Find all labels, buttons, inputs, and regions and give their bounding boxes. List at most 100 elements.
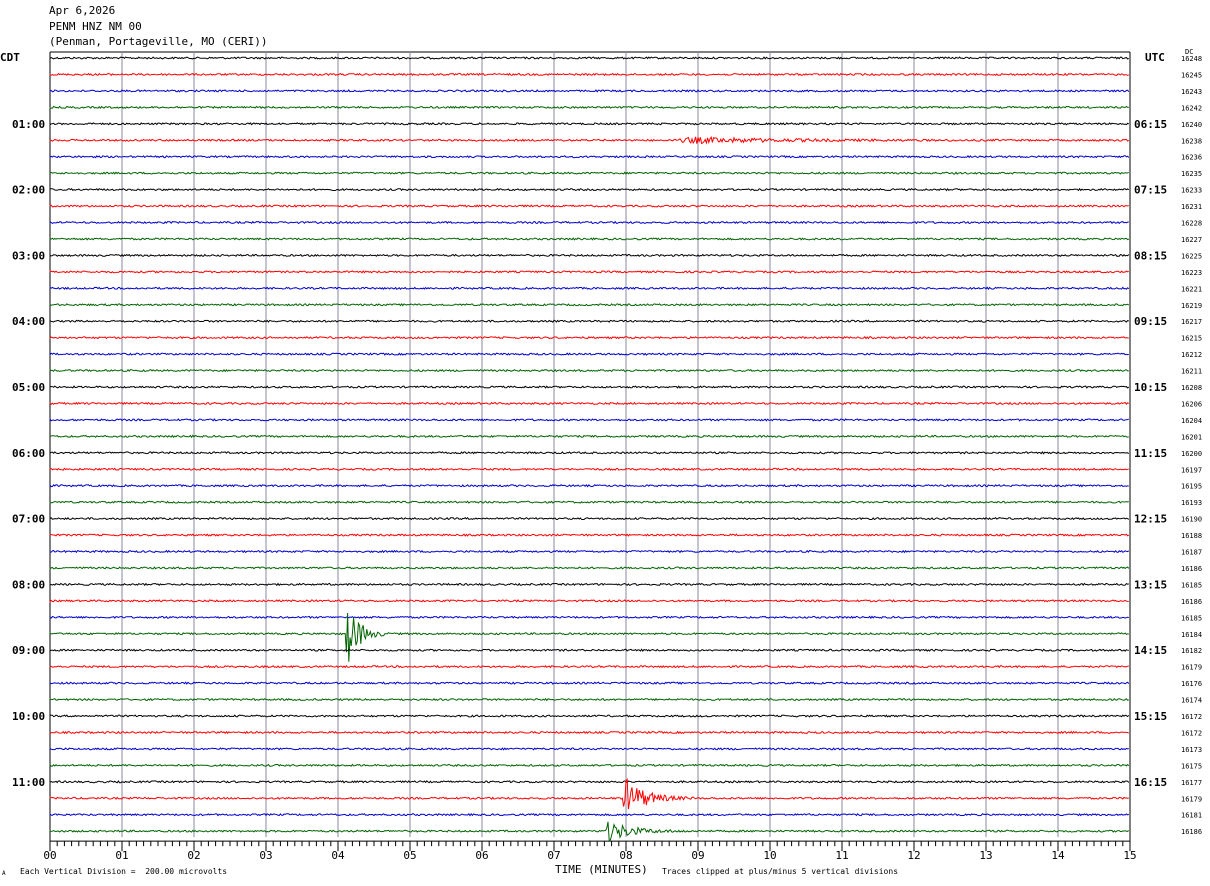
trace-10 <box>49 220 1129 225</box>
left-time-label: 10:00 <box>12 710 45 723</box>
trace-39 <box>49 697 1129 702</box>
x-tick-label: 02 <box>187 849 200 862</box>
dc-offset-label: 16195 <box>1181 483 1202 491</box>
dc-offset-label: 16179 <box>1181 664 1202 672</box>
dc-offset-label: 16186 <box>1181 565 1202 573</box>
dc-offset-label: 16240 <box>1181 121 1202 129</box>
trace-43 <box>49 763 1130 768</box>
right-time-label: 09:15 <box>1134 315 1167 328</box>
dc-offset-label: 16219 <box>1181 302 1202 310</box>
trace-15 <box>49 303 1130 307</box>
trace-27 <box>49 500 1129 504</box>
dc-offset-label: 16242 <box>1181 104 1202 112</box>
dc-offset-label: 16243 <box>1181 88 1202 96</box>
trace-45 <box>49 778 1129 810</box>
x-tick-label: 05 <box>403 849 416 862</box>
trace-36 <box>49 648 1129 653</box>
trace-38 <box>49 681 1130 685</box>
trace-5 <box>49 136 1129 145</box>
trace-29 <box>49 533 1130 537</box>
trace-9 <box>49 204 1129 208</box>
dc-offset-label: 16181 <box>1181 812 1202 820</box>
dc-offset-label: 16186 <box>1181 828 1202 836</box>
trace-21 <box>49 401 1130 406</box>
dc-offset-label: 16225 <box>1181 252 1202 260</box>
right-time-label: 12:15 <box>1134 513 1167 526</box>
trace-4 <box>49 122 1130 126</box>
x-tick-label: 04 <box>331 849 345 862</box>
grid <box>49 51 1131 852</box>
left-time-label: 06:00 <box>12 447 45 460</box>
trace-33 <box>49 599 1129 603</box>
left-time-label: 08:00 <box>12 578 45 591</box>
dc-offset-label: 16208 <box>1181 384 1202 392</box>
right-time-label: 11:15 <box>1134 447 1167 460</box>
dc-offset-label: 16175 <box>1181 762 1202 770</box>
trace-22 <box>49 417 1129 422</box>
x-tick-label: 06 <box>475 849 488 862</box>
trace-18 <box>49 352 1129 356</box>
dc-offset-label: 16211 <box>1181 368 1202 376</box>
x-tick-label: 12 <box>907 849 920 862</box>
left-time-label: 02:00 <box>12 184 45 197</box>
header-location: (Penman, Portageville, MO (CERI)) <box>49 35 268 48</box>
trace-0 <box>49 56 1129 60</box>
trace-40 <box>49 714 1130 718</box>
dc-offset-label: 16238 <box>1181 137 1202 145</box>
x-tick-label: 13 <box>979 849 992 862</box>
dc-offset-label: 16233 <box>1181 187 1202 195</box>
trace-11 <box>49 237 1130 241</box>
trace-17 <box>49 335 1129 340</box>
dc-offset-label: 16215 <box>1181 335 1202 343</box>
left-time-label: 11:00 <box>12 776 45 789</box>
trace-35 <box>49 612 1129 662</box>
trace-47 <box>49 821 1130 842</box>
dc-offset-label: 16228 <box>1181 220 1202 228</box>
dc-offset-label: 16248 <box>1181 55 1202 63</box>
trace-44 <box>49 780 1130 784</box>
dc-offset-label: 16186 <box>1181 598 1202 606</box>
header-station: PENM HNZ NM 00 <box>49 20 142 33</box>
trace-23 <box>49 434 1129 439</box>
dc-offset-label: 16193 <box>1181 499 1202 507</box>
trace-34 <box>49 615 1129 620</box>
right-time-label: 14:15 <box>1134 644 1167 657</box>
dc-offset-label: 16174 <box>1181 697 1202 705</box>
x-tick-label: 10 <box>763 849 776 862</box>
x-axis-title: TIME (MINUTES) <box>555 863 648 876</box>
dc-offset-label: 16231 <box>1181 203 1202 211</box>
dc-offset-label: 16172 <box>1181 713 1202 721</box>
trace-24 <box>49 451 1130 455</box>
right-timezone-label: UTC <box>1145 51 1165 64</box>
trace-37 <box>49 664 1129 669</box>
dc-offset-label: 16187 <box>1181 549 1202 557</box>
traces <box>49 56 1130 842</box>
trace-19 <box>49 368 1129 373</box>
trace-14 <box>49 286 1130 291</box>
corner-mark: A <box>2 870 6 877</box>
trace-26 <box>49 483 1129 488</box>
trace-1 <box>49 72 1129 77</box>
dc-offset-label: 16206 <box>1181 400 1202 408</box>
trace-13 <box>49 270 1129 274</box>
dc-offset-label: 16188 <box>1181 532 1202 540</box>
x-tick-label: 09 <box>691 849 704 862</box>
right-time-label: 13:15 <box>1134 578 1167 591</box>
right-time-label: 16:15 <box>1134 776 1167 789</box>
trace-30 <box>49 549 1130 554</box>
dc-offset-label: 16177 <box>1181 779 1202 787</box>
right-time-label: 10:15 <box>1134 381 1167 394</box>
dc-offset-label: 16235 <box>1181 170 1202 178</box>
dc-offset-label: 16179 <box>1181 795 1202 803</box>
trace-12 <box>49 253 1130 258</box>
x-tick-label: 03 <box>259 849 272 862</box>
header-date: Apr 6,2026 <box>49 4 116 17</box>
x-tick-label: 00 <box>43 849 56 862</box>
dc-offset-label: 16190 <box>1181 516 1202 524</box>
x-tick-label: 11 <box>835 849 848 862</box>
dc-offset-label: 16217 <box>1181 318 1202 326</box>
trace-2 <box>49 89 1130 93</box>
dc-offset-label: 16227 <box>1181 236 1202 244</box>
dc-offset-label: 16204 <box>1181 417 1202 425</box>
